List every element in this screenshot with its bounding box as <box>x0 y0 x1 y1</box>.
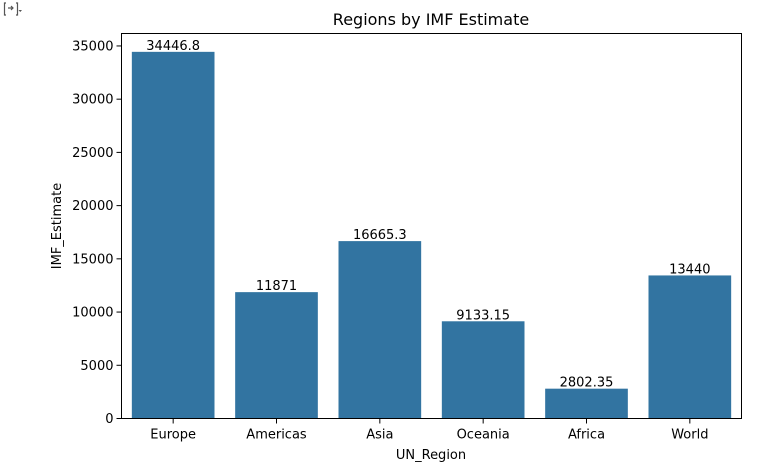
x-tick-label-oceania: Oceania <box>457 428 510 443</box>
bar-world <box>648 275 732 419</box>
y-tick-label: 5000 <box>80 359 113 374</box>
x-tick-label-africa: Africa <box>568 428 605 443</box>
x-tick-label-world: World <box>671 428 708 443</box>
data-label-oceania: 9133.15 <box>456 308 510 323</box>
y-tick-label: 30000 <box>72 93 113 108</box>
chart-title: Regions by IMF Estimate <box>333 10 529 29</box>
data-label-world: 13440 <box>669 262 710 277</box>
data-label-africa: 2802.35 <box>560 376 614 391</box>
data-label-europe: 34446.8 <box>146 39 200 54</box>
y-axis: 0 5000 10000 15000 20000 25000 30000 35000 <box>72 39 122 427</box>
y-tick-label: 35000 <box>72 39 113 54</box>
y-tick-label: 25000 <box>72 146 113 161</box>
y-axis-label: IMF_Estimate <box>50 183 65 269</box>
x-axis: Europe Americas Asia Oceania Africa World <box>150 418 708 443</box>
y-tick-label: 10000 <box>72 306 113 321</box>
bar-asia <box>338 241 422 419</box>
bar-europe <box>131 51 215 419</box>
y-tick-label: 20000 <box>72 199 113 214</box>
bars-layer <box>131 51 732 419</box>
bar-americas <box>235 292 318 419</box>
x-tick-label-americas: Americas <box>246 428 307 443</box>
x-axis-label: UN_Region <box>396 448 466 463</box>
bar-oceania <box>441 321 525 419</box>
y-tick-label: 0 <box>105 412 113 427</box>
x-tick-label-europe: Europe <box>150 428 196 443</box>
data-labels-layer: 34446.8 11871 16665.3 9133.15 2802.35 13440 <box>146 39 710 391</box>
bar-africa <box>545 388 628 419</box>
y-tick-label: 15000 <box>72 252 113 267</box>
x-tick-label-asia: Asia <box>366 428 393 443</box>
output-toggle-icon[interactable] <box>3 1 23 19</box>
plot-frame <box>121 33 742 419</box>
data-label-asia: 16665.3 <box>353 228 407 243</box>
data-label-americas: 11871 <box>256 279 297 294</box>
